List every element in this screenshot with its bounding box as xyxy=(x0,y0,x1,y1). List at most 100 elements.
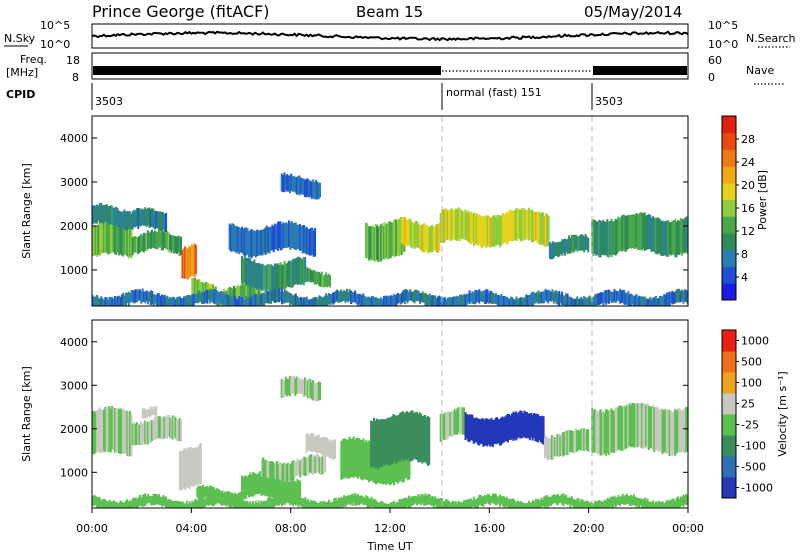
velocity-cell xyxy=(100,409,103,453)
power-cell xyxy=(559,241,562,254)
velocity-cell xyxy=(241,499,243,508)
velocity-cell xyxy=(489,419,492,447)
power-cell xyxy=(501,212,504,244)
velocity-cell xyxy=(310,500,312,508)
power-cell xyxy=(555,290,558,305)
power-cell xyxy=(517,208,520,239)
power-cell xyxy=(533,211,536,241)
power-cell xyxy=(584,297,587,306)
power-cell xyxy=(182,248,185,279)
velocity-cell xyxy=(369,498,372,508)
velocity-cell xyxy=(351,437,354,478)
velocity-cell xyxy=(358,495,361,506)
power-cell xyxy=(159,296,162,306)
velocity-cell xyxy=(659,501,661,508)
nave-tick-bottom: 0 xyxy=(708,71,715,84)
power-cell xyxy=(670,222,672,256)
power-cell xyxy=(120,225,123,256)
velocity-cell xyxy=(657,408,660,452)
velocity-cell xyxy=(305,433,308,453)
velocity-cell xyxy=(628,403,631,446)
power-cell xyxy=(343,290,346,301)
power-cell xyxy=(432,227,435,251)
power-colorbar-swatch xyxy=(722,116,736,134)
velocity-cell xyxy=(546,437,549,461)
velocity-cell xyxy=(107,406,110,453)
velocity-cell xyxy=(144,420,147,445)
velocity-cell xyxy=(303,498,306,508)
velocity-cell xyxy=(160,418,163,440)
velocity-cell xyxy=(334,439,336,459)
power-cell xyxy=(258,230,261,255)
velocity-cell xyxy=(133,498,136,507)
power-cell xyxy=(206,289,209,304)
power-cell xyxy=(92,226,94,257)
power-cell xyxy=(301,178,304,195)
power-cell xyxy=(228,223,231,250)
power-cell xyxy=(381,223,384,260)
velocity-cell xyxy=(508,414,511,440)
velocity-cell xyxy=(323,501,326,508)
velocity-cell xyxy=(194,447,197,486)
power-cell xyxy=(521,297,524,306)
power-cell xyxy=(585,298,588,306)
power-cell xyxy=(152,232,155,249)
power-cell xyxy=(395,219,398,256)
velocity-cell xyxy=(149,420,152,444)
power-cell xyxy=(363,295,366,306)
velocity-cell xyxy=(584,500,587,508)
power-cell xyxy=(518,209,521,240)
velocity-cell xyxy=(579,501,581,508)
power-cell xyxy=(459,294,461,306)
velocity-cell xyxy=(125,500,128,508)
power-cell xyxy=(183,296,186,306)
velocity-cell xyxy=(642,499,645,508)
velocity-cell xyxy=(235,499,238,508)
power-cell xyxy=(450,208,453,241)
velocity-cell xyxy=(199,497,202,508)
power-cell xyxy=(151,291,154,305)
velocity-cell xyxy=(652,405,654,450)
velocity-cell xyxy=(463,500,466,508)
station-title: Prince George (fitACF) xyxy=(92,2,270,21)
velocity-cell xyxy=(209,496,212,505)
power-cell xyxy=(309,269,312,283)
power-cell xyxy=(283,289,286,304)
power-cell xyxy=(556,292,559,305)
power-cell xyxy=(145,290,148,302)
power-cell xyxy=(534,292,537,304)
velocity-cell xyxy=(564,430,567,455)
velocity-cell xyxy=(581,499,584,508)
power-cell xyxy=(393,219,396,258)
velocity-cell xyxy=(529,502,532,508)
velocity-cell xyxy=(621,406,624,451)
power-cell xyxy=(389,222,392,258)
power-colorbar-swatch xyxy=(722,249,736,267)
power-heatmap xyxy=(92,172,689,306)
velocity-cell xyxy=(321,501,323,508)
velocity-cell xyxy=(478,494,481,506)
velocity-cell xyxy=(97,496,100,508)
power-cell xyxy=(252,282,255,300)
velocity-cell xyxy=(332,501,335,508)
power-cell xyxy=(256,284,259,302)
velocity-cell xyxy=(398,499,401,508)
power-cell xyxy=(297,297,300,306)
power-cell xyxy=(468,212,471,243)
velocity-cell xyxy=(576,498,579,508)
power-cell xyxy=(93,205,96,223)
velocity-cell xyxy=(523,410,526,438)
velocity-cell xyxy=(98,497,101,508)
velocity-cell xyxy=(225,495,228,507)
power-cell xyxy=(246,282,249,300)
velocity-cell xyxy=(488,494,490,505)
power-cell xyxy=(499,215,502,248)
velocity-cell xyxy=(147,409,150,416)
time-tick-label: 04:00 xyxy=(175,522,207,535)
power-cell xyxy=(93,297,96,306)
velocity-cell xyxy=(476,497,479,508)
noise-strip: N.Sky 10^5 10^0 10^5 10^0 N.Search xyxy=(4,19,796,51)
velocity-cell xyxy=(456,408,459,435)
power-cell xyxy=(100,202,103,223)
